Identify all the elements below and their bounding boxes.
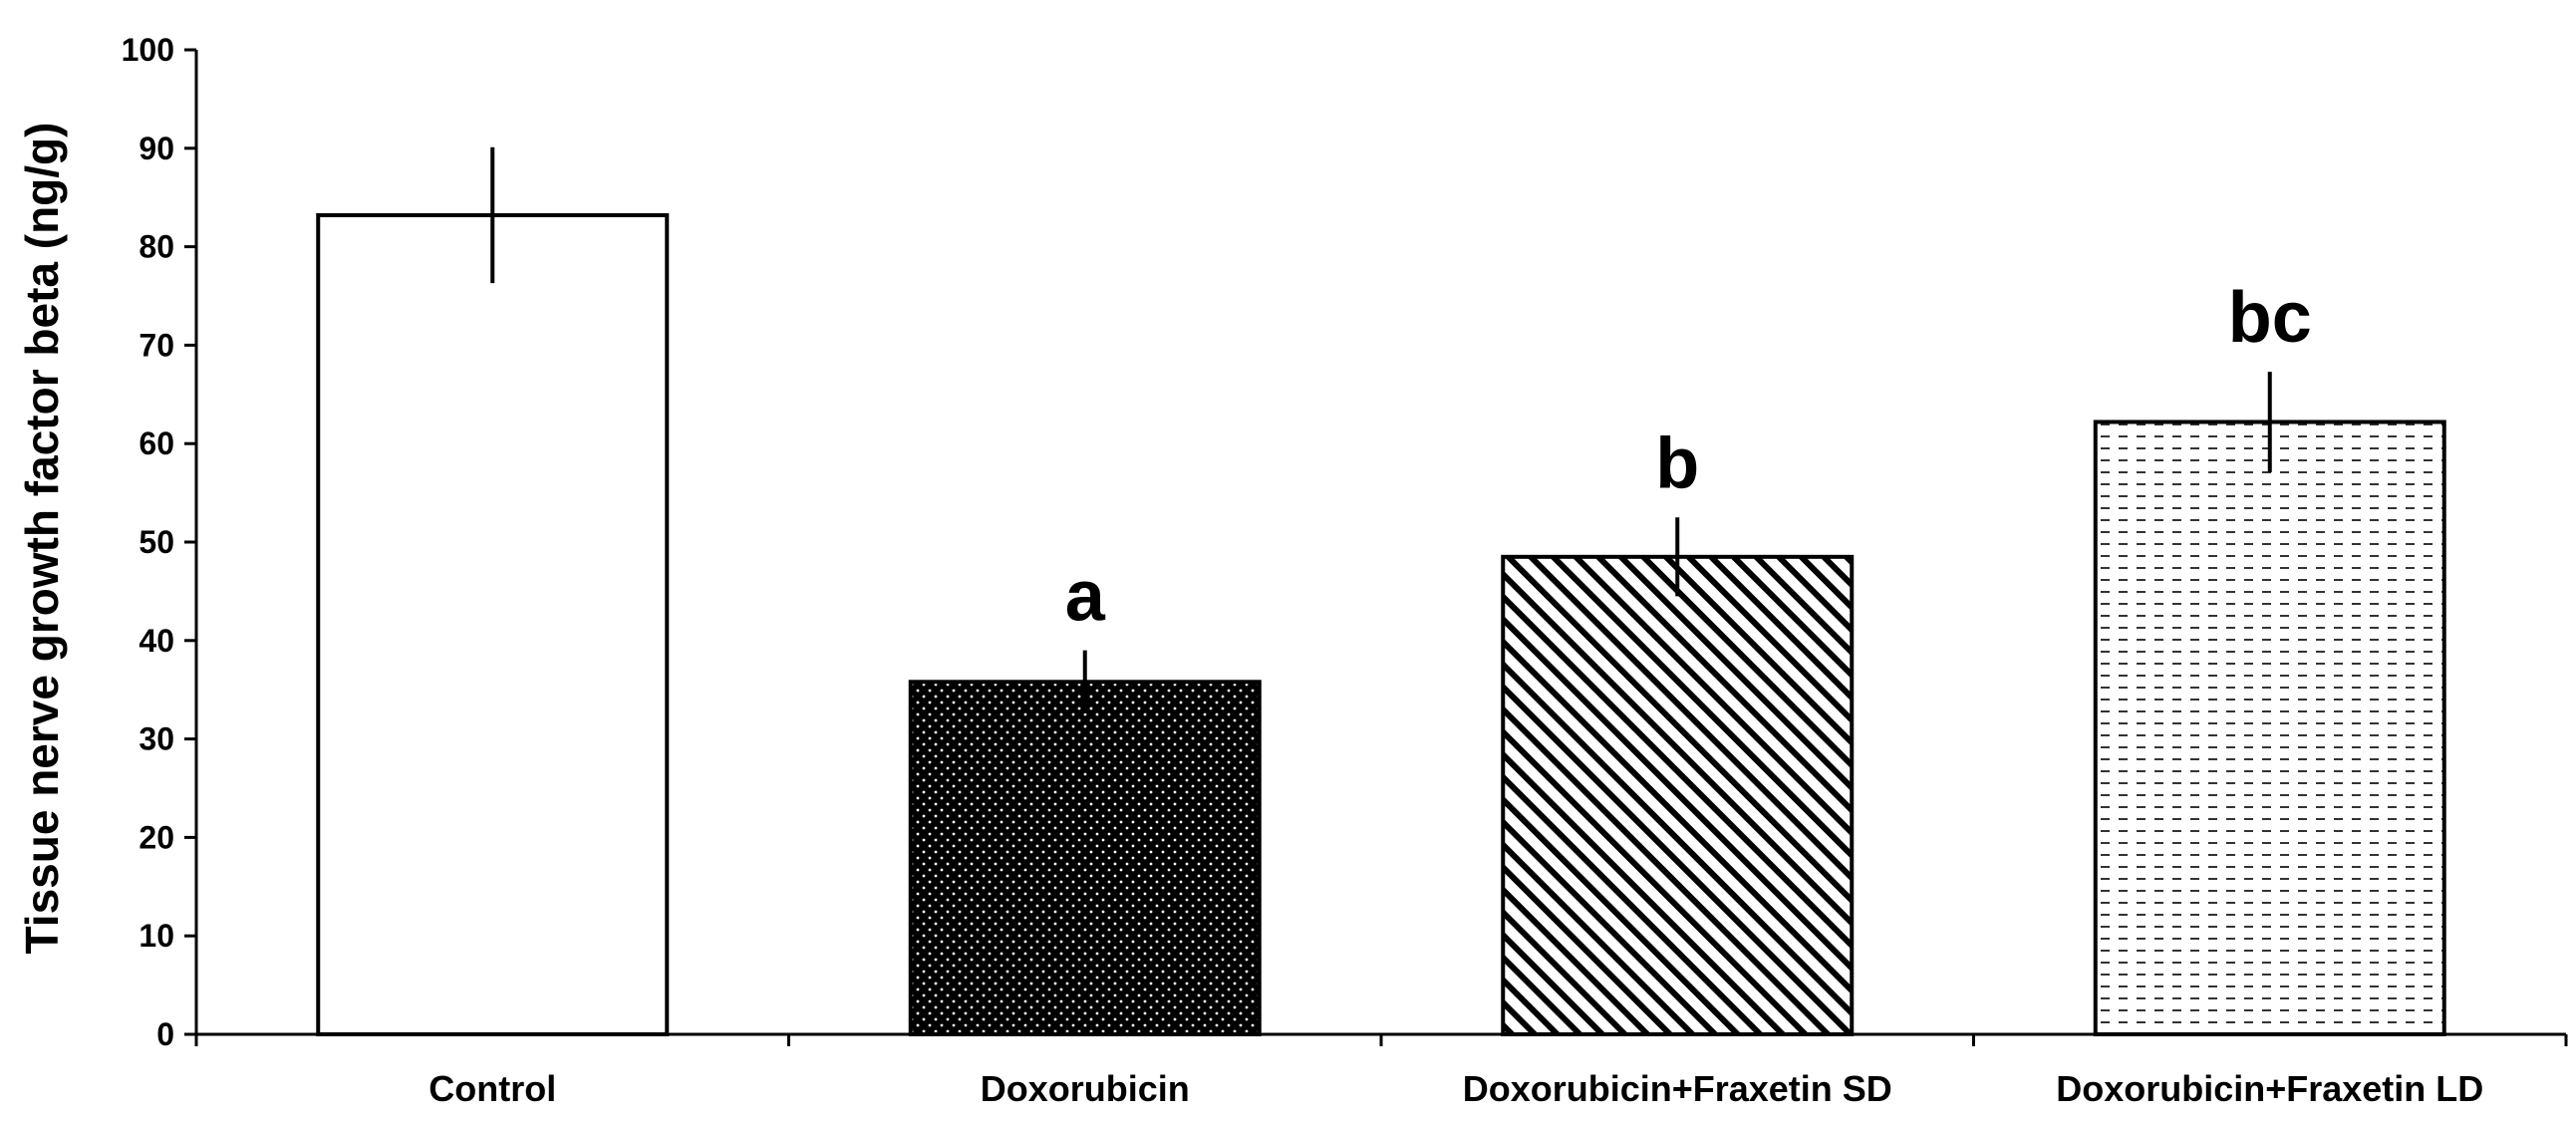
y-axis-label: Tissue nerve growth factor beta (ng/g)	[16, 123, 68, 955]
y-tick-label: 90	[139, 131, 174, 166]
y-tick-label: 0	[156, 1016, 174, 1052]
bar-doxorubicin-fraxetin-ld	[2093, 420, 2446, 1036]
significance-label-doxorubicin-fraxetin-ld: bc	[2228, 278, 2312, 358]
bar-doxorubicin	[908, 680, 1262, 1037]
x-category-label: Doxorubicin+Fraxetin LD	[2056, 1068, 2483, 1109]
y-tick-label: 40	[139, 623, 174, 659]
y-tick-label: 30	[139, 721, 174, 757]
y-tick-label: 60	[139, 425, 174, 461]
x-category-label: Doxorubicin+Fraxetin SD	[1463, 1068, 1892, 1109]
x-category-label: Control	[429, 1068, 556, 1109]
significance-label-doxorubicin-fraxetin-sd: b	[1655, 423, 1699, 503]
y-tick-label: 20	[139, 819, 174, 855]
y-tick-label: 100	[122, 32, 174, 68]
bar-doxorubicin-fraxetin-sd	[1501, 554, 1855, 1036]
x-category-label: Doxorubicin	[981, 1068, 1190, 1109]
y-tick-label: 80	[139, 229, 174, 265]
y-tick-label: 10	[139, 918, 174, 954]
y-tick-label: 50	[139, 524, 174, 560]
y-tick-label: 70	[139, 327, 174, 363]
significance-label-doxorubicin: a	[1065, 557, 1106, 637]
bar-control	[316, 212, 670, 1036]
